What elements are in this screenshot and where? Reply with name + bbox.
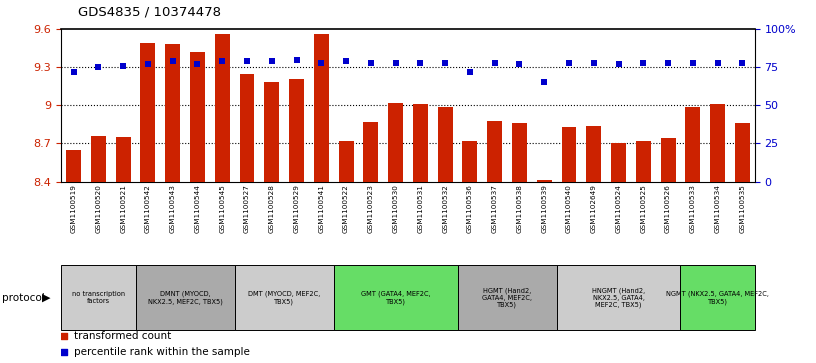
Point: [414, 60, 427, 65]
Bar: [636, 141, 650, 182]
Bar: [61, 265, 135, 330]
Bar: [710, 104, 725, 182]
Point: [488, 60, 501, 65]
Bar: [735, 123, 750, 182]
Bar: [685, 106, 700, 182]
Bar: [437, 106, 453, 182]
Text: protocol: protocol: [2, 293, 44, 303]
Bar: [235, 265, 334, 330]
Bar: [240, 73, 255, 182]
Bar: [587, 126, 601, 182]
Text: transformed count: transformed count: [73, 331, 171, 341]
Point: [389, 60, 402, 65]
Bar: [264, 82, 279, 182]
Point: [117, 63, 130, 69]
Text: ▶: ▶: [42, 293, 51, 303]
Text: no transcription
factors: no transcription factors: [72, 291, 125, 304]
Bar: [487, 121, 502, 182]
Bar: [388, 103, 403, 182]
Bar: [334, 265, 458, 330]
Text: GDS4835 / 10374478: GDS4835 / 10374478: [78, 5, 220, 18]
Point: [588, 60, 601, 65]
Bar: [116, 137, 131, 182]
Bar: [165, 44, 180, 182]
Point: [141, 61, 154, 67]
Point: [439, 60, 452, 65]
Point: [166, 58, 180, 64]
Bar: [611, 143, 626, 182]
Bar: [215, 34, 229, 182]
Bar: [363, 122, 379, 182]
Bar: [537, 180, 552, 182]
Point: [339, 58, 353, 64]
Point: [191, 61, 204, 67]
Bar: [289, 78, 304, 182]
Point: [711, 60, 724, 65]
Bar: [463, 141, 477, 182]
Bar: [681, 265, 755, 330]
Point: [463, 69, 477, 75]
Text: percentile rank within the sample: percentile rank within the sample: [73, 347, 250, 357]
Bar: [190, 52, 205, 182]
Point: [612, 61, 625, 67]
Point: [92, 64, 105, 70]
Text: DMNT (MYOCD,
NKX2.5, MEF2C, TBX5): DMNT (MYOCD, NKX2.5, MEF2C, TBX5): [148, 291, 223, 305]
Point: [736, 60, 749, 65]
Bar: [557, 265, 681, 330]
Point: [538, 79, 551, 85]
Point: [290, 57, 303, 62]
Point: [265, 58, 278, 64]
Bar: [135, 265, 235, 330]
Bar: [140, 43, 155, 182]
Bar: [458, 265, 557, 330]
Point: [58, 333, 71, 339]
Text: NGMT (NKX2.5, GATA4, MEF2C,
TBX5): NGMT (NKX2.5, GATA4, MEF2C, TBX5): [666, 291, 769, 305]
Bar: [339, 141, 353, 182]
Text: GMT (GATA4, MEF2C,
TBX5): GMT (GATA4, MEF2C, TBX5): [361, 291, 430, 305]
Bar: [561, 127, 576, 182]
Bar: [512, 123, 527, 182]
Point: [662, 60, 675, 65]
Point: [686, 60, 699, 65]
Text: HGMT (Hand2,
GATA4, MEF2C,
TBX5): HGMT (Hand2, GATA4, MEF2C, TBX5): [482, 287, 532, 308]
Point: [215, 58, 228, 64]
Bar: [66, 150, 81, 182]
Point: [67, 69, 80, 75]
Bar: [661, 138, 676, 182]
Bar: [91, 136, 106, 182]
Point: [513, 61, 526, 67]
Point: [636, 60, 650, 65]
Point: [315, 60, 328, 65]
Point: [241, 58, 254, 64]
Point: [364, 60, 377, 65]
Text: HNGMT (Hand2,
NKX2.5, GATA4,
MEF2C, TBX5): HNGMT (Hand2, NKX2.5, GATA4, MEF2C, TBX5…: [592, 287, 645, 308]
Point: [58, 349, 71, 355]
Point: [562, 60, 575, 65]
Bar: [314, 34, 329, 182]
Text: DMT (MYOCD, MEF2C,
TBX5): DMT (MYOCD, MEF2C, TBX5): [248, 291, 320, 305]
Bar: [413, 104, 428, 182]
